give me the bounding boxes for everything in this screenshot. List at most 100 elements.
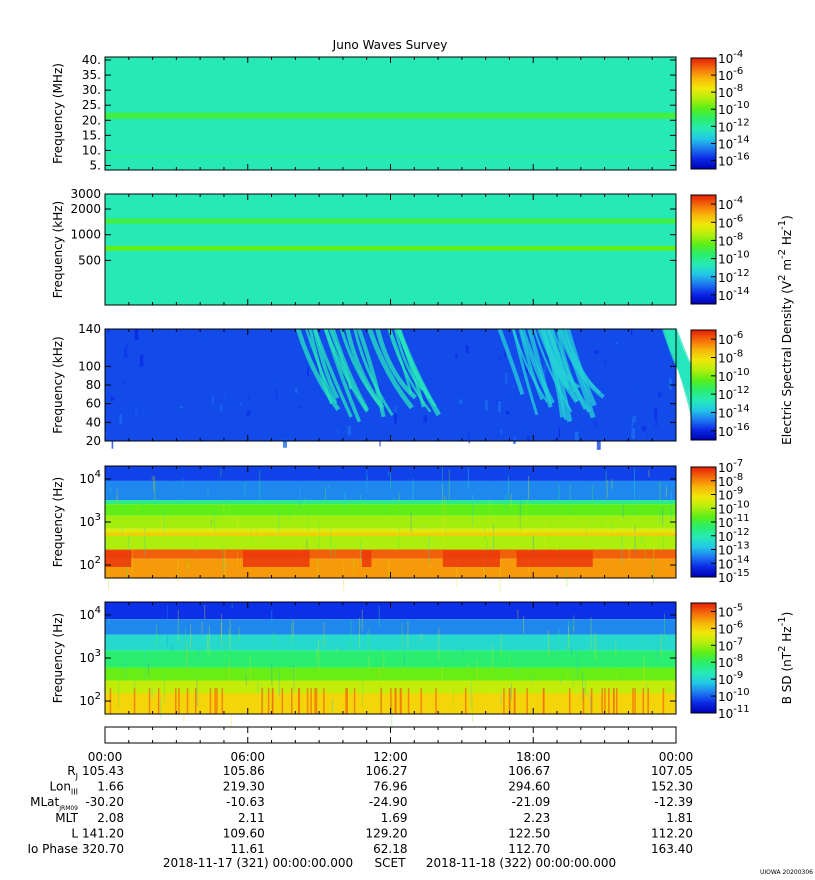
ephemeris-value: 11.61 [230, 842, 264, 856]
colorbar-tick-label: 10-12 [718, 117, 750, 134]
texture-streak [361, 609, 363, 631]
y-tick-label: 40 [86, 415, 101, 429]
texture-streak [568, 626, 570, 648]
emission-stroke [551, 328, 576, 393]
texture-streak [170, 483, 172, 494]
texture-streak [622, 503, 624, 518]
impulse-spike [503, 688, 505, 714]
texture-streak [257, 681, 259, 693]
texture-streak [572, 627, 574, 631]
spectrogram-1 [105, 57, 676, 170]
impulse-spike [400, 688, 402, 714]
emission-stroke [548, 328, 581, 403]
texture-streak [510, 683, 512, 700]
texture-streak [558, 629, 560, 644]
texture-streak [441, 466, 443, 482]
texture-streak [378, 667, 380, 679]
texture-streak [643, 656, 645, 689]
texture-streak [260, 677, 262, 690]
y-tick-label: 15. [82, 128, 101, 142]
texture-streak [393, 498, 395, 505]
texture-streak [404, 666, 406, 673]
narrowband-line [105, 532, 676, 536]
texture-streak [383, 652, 385, 670]
emission-stroke [519, 328, 555, 405]
texture-streak [510, 694, 512, 713]
ephemeris-row-label: Io Phase [27, 842, 78, 856]
emission-segment [361, 550, 372, 568]
texture-streak [151, 476, 153, 480]
impulse-spike [194, 688, 197, 714]
texture-streak [228, 628, 230, 642]
colorbar-tick-label: 10-6 [718, 213, 743, 230]
texture-streak [186, 643, 188, 668]
texture-streak [606, 480, 608, 499]
texture-streak [105, 539, 107, 555]
colorbar-tick-label: 10-16 [718, 151, 750, 168]
texture-streak [554, 637, 556, 659]
y-tick-label: 104 [79, 605, 101, 622]
noise-speck [294, 388, 298, 393]
texture-streak [600, 519, 602, 528]
impulse-spike [178, 688, 180, 714]
ephemeris-value: 112.70 [508, 842, 550, 856]
y-tick-label: 100 [78, 359, 101, 373]
noise-speck [574, 431, 579, 441]
texture-streak [615, 641, 617, 657]
noise-speck [658, 392, 662, 397]
colorbar-tick-label: 10-7 [718, 458, 743, 475]
colorbar-tick-label: 10-11 [718, 704, 750, 721]
colorbar-tick-label: 10-14 [718, 554, 750, 571]
y-tick-label: 20 [86, 434, 101, 448]
band-feature [105, 112, 676, 119]
y-tick-label: 20. [82, 113, 101, 127]
texture-streak [410, 512, 412, 533]
noise-speck [466, 345, 469, 354]
y-tick-label: 80 [86, 378, 101, 392]
impulse-spike [590, 688, 593, 714]
impulse-spike [291, 688, 293, 714]
texture-streak [616, 670, 618, 686]
spectrogram-3 [105, 328, 716, 450]
texture-streak [271, 610, 273, 622]
texture-streak [660, 634, 662, 657]
emission-stroke [387, 328, 432, 413]
texture-streak [110, 487, 112, 492]
noise-speck [379, 440, 381, 447]
texture-streak [591, 520, 593, 524]
texture-streak [207, 488, 209, 495]
emission-stroke [295, 328, 341, 411]
texture-streak [644, 540, 646, 560]
texture-streak [403, 654, 405, 666]
texture-streak [108, 563, 110, 591]
texture-streak [588, 692, 590, 698]
noise-speck [393, 406, 398, 413]
texture-streak [590, 617, 592, 651]
noise-speck [509, 407, 511, 417]
ephemeris-value: 112.20 [651, 826, 693, 840]
texture-streak [566, 565, 568, 587]
noise-speck [669, 378, 672, 390]
noise-speck [220, 404, 223, 412]
texture-streak [116, 488, 118, 506]
texture-streak [466, 663, 468, 669]
impulse-spike [281, 688, 284, 714]
impulse-spike [261, 688, 263, 714]
spectrogram-4 [105, 466, 676, 594]
noise-speck [511, 389, 514, 400]
noise-speck [568, 395, 572, 399]
ephemeris-value: 294.60 [508, 780, 550, 794]
noise-speck [512, 384, 514, 388]
texture-streak [471, 494, 473, 526]
texture-streak [500, 633, 502, 658]
texture-streak [505, 494, 507, 511]
impulse-spike [508, 688, 511, 714]
impulse-spike [186, 688, 189, 714]
texture-streak [143, 649, 145, 682]
emission-segment [105, 550, 132, 568]
noise-speck [603, 359, 607, 366]
y-tick-label: 1000 [70, 228, 101, 242]
texture-streak [659, 509, 661, 525]
texture-streak [493, 678, 495, 695]
